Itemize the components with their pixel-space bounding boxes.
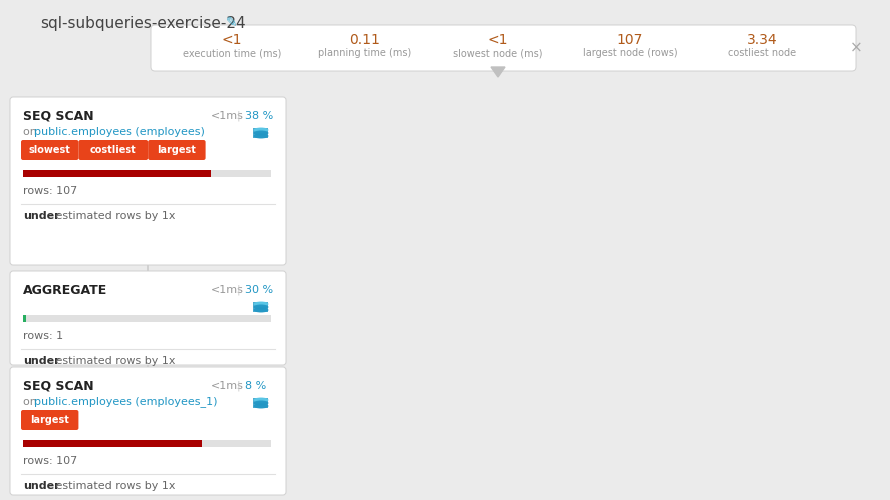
Ellipse shape (254, 302, 269, 306)
FancyBboxPatch shape (10, 367, 286, 495)
Text: under: under (23, 481, 60, 491)
Bar (23, 170, 271, 177)
Text: AGGREGATE: AGGREGATE (23, 284, 108, 296)
Text: planning time (ms): planning time (ms) (319, 48, 411, 58)
Text: on: on (23, 127, 40, 137)
FancyBboxPatch shape (253, 302, 268, 312)
Text: |: | (237, 381, 240, 391)
FancyBboxPatch shape (78, 140, 149, 160)
Text: <1ms: <1ms (211, 111, 244, 121)
FancyBboxPatch shape (21, 140, 78, 160)
Text: rows: 107: rows: 107 (23, 186, 77, 196)
Text: <1ms: <1ms (211, 285, 244, 295)
Text: public.employees (employees): public.employees (employees) (34, 127, 205, 137)
Text: 38 %: 38 % (245, 111, 273, 121)
Text: ×: × (850, 40, 862, 56)
Text: ✎: ✎ (226, 16, 238, 30)
FancyBboxPatch shape (253, 398, 268, 408)
Text: 3.34: 3.34 (747, 33, 777, 47)
Polygon shape (491, 67, 505, 77)
Bar (23, 440, 201, 447)
Text: estimated rows by 1x: estimated rows by 1x (52, 481, 175, 491)
Text: rows: 1: rows: 1 (23, 331, 63, 341)
Text: slowest node (ms): slowest node (ms) (453, 48, 543, 58)
Text: costliest node: costliest node (728, 48, 796, 58)
Text: <1: <1 (222, 33, 242, 47)
FancyBboxPatch shape (253, 128, 268, 138)
Ellipse shape (254, 130, 269, 136)
Ellipse shape (254, 134, 269, 138)
Bar (23, 315, 26, 322)
Ellipse shape (254, 404, 269, 408)
FancyBboxPatch shape (21, 410, 78, 430)
Text: <1ms: <1ms (211, 381, 244, 391)
Text: |: | (237, 285, 240, 295)
Text: under: under (23, 356, 60, 366)
Text: under: under (23, 211, 60, 221)
Text: rows: 107: rows: 107 (23, 456, 77, 466)
FancyBboxPatch shape (10, 97, 286, 265)
Ellipse shape (254, 304, 269, 310)
Text: largest: largest (30, 415, 69, 425)
Text: 30 %: 30 % (245, 285, 273, 295)
Text: 0.11: 0.11 (350, 33, 380, 47)
Text: costliest: costliest (90, 145, 137, 155)
Ellipse shape (254, 398, 269, 402)
Text: execution time (ms): execution time (ms) (182, 48, 281, 58)
Text: 8 %: 8 % (245, 381, 266, 391)
Text: largest node (rows): largest node (rows) (583, 48, 677, 58)
Ellipse shape (254, 308, 269, 312)
Text: estimated rows by 1x: estimated rows by 1x (52, 356, 175, 366)
FancyBboxPatch shape (149, 140, 206, 160)
Bar (23, 440, 271, 447)
Bar (23, 315, 271, 322)
Text: slowest: slowest (28, 145, 70, 155)
Ellipse shape (254, 128, 269, 132)
Text: <1: <1 (488, 33, 508, 47)
Text: on: on (23, 397, 40, 407)
Text: largest: largest (158, 145, 197, 155)
Text: public.employees (employees_1): public.employees (employees_1) (34, 396, 217, 407)
Text: SEQ SCAN: SEQ SCAN (23, 110, 93, 122)
Text: 107: 107 (617, 33, 643, 47)
Text: estimated rows by 1x: estimated rows by 1x (52, 211, 175, 221)
FancyBboxPatch shape (151, 25, 856, 71)
Text: |: | (237, 111, 240, 121)
Text: sql-subqueries-exercise-24: sql-subqueries-exercise-24 (40, 16, 246, 31)
FancyBboxPatch shape (10, 271, 286, 365)
Ellipse shape (254, 400, 269, 406)
Bar (23, 170, 212, 177)
Text: SEQ SCAN: SEQ SCAN (23, 380, 93, 392)
